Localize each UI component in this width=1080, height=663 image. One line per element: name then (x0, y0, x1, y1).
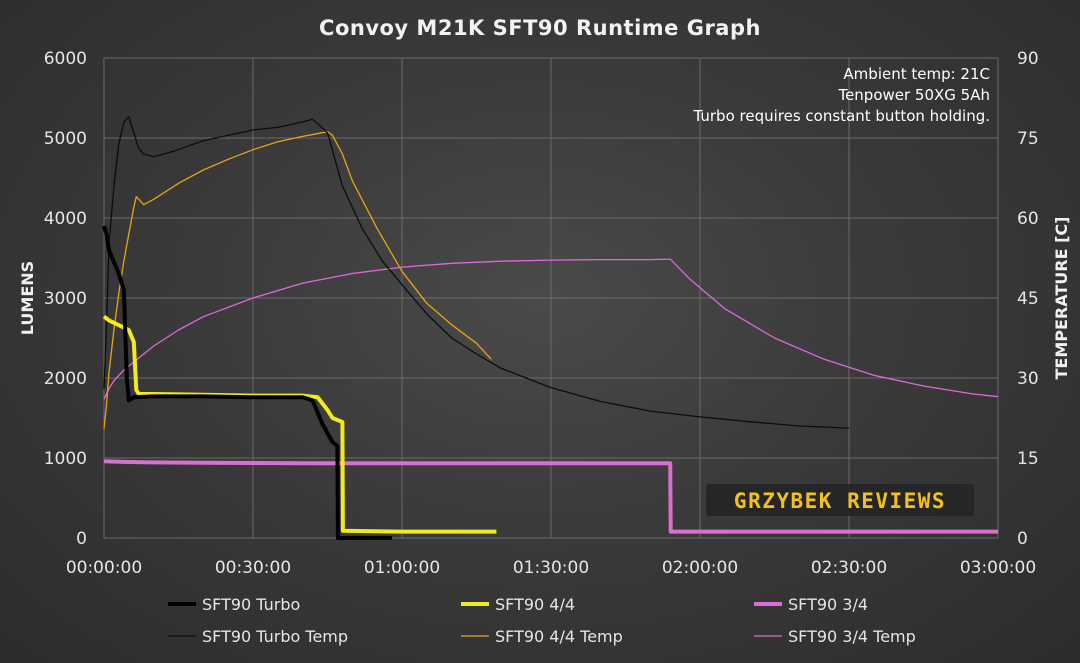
y2-tick-label: 75 (1017, 129, 1039, 149)
y-tick-label: 1000 (44, 449, 87, 469)
annotation-turbo: Turbo requires constant button holding. (693, 107, 991, 125)
annotation-battery: Tenpower 50XG 5Ah (837, 86, 990, 104)
y-tick-label: 4000 (44, 209, 87, 229)
x-tick-label: 01:30:00 (513, 558, 589, 578)
legend-label: SFT90 Turbo (202, 595, 300, 614)
annotations: Ambient temp: 21C Tenpower 50XG 5Ah Turb… (693, 65, 991, 125)
y-tick-label: 2000 (44, 369, 87, 389)
legend: SFT90 Turbo SFT90 4/4 SFT90 3/4 SFT90 Turbo… (168, 595, 916, 646)
x-tick-label: 01:00:00 (364, 558, 440, 578)
y-axis-label: LUMENS (18, 261, 37, 335)
watermark-text: GRZYBEK REVIEWS (734, 489, 946, 513)
gridlines (103, 57, 999, 539)
legend-label: SFT90 4/4 Temp (495, 627, 623, 646)
legend-label: SFT90 4/4 (495, 595, 575, 614)
y2-tick-label: 60 (1017, 209, 1039, 229)
x-axis-ticks: 00:00:00 00:30:00 01:00:00 01:30:00 02:00:00… (66, 558, 1036, 578)
y2-tick-label: 90 (1017, 49, 1039, 69)
y2-tick-label: 45 (1017, 289, 1039, 309)
annotation-ambient: Ambient temp: 21C (843, 65, 990, 83)
x-tick-label: 00:00:00 (66, 558, 142, 578)
plot-lines (102, 116, 999, 540)
series-sft90-4-4-temp (103, 130, 492, 429)
y2-tick-label: 0 (1017, 529, 1028, 549)
legend-label: SFT90 3/4 Temp (788, 627, 916, 646)
series-sft90-4-4 (102, 314, 497, 534)
x-tick-label: 02:00:00 (662, 558, 738, 578)
y-tick-label: 0 (76, 529, 87, 549)
y-tick-label: 3000 (44, 289, 87, 309)
series-sft90-3-4 (103, 459, 998, 534)
watermark-logo: GRZYBEK REVIEWS (706, 484, 974, 516)
y-tick-label: 6000 (44, 49, 87, 69)
y2-tick-label: 30 (1017, 369, 1039, 389)
chart-title: Convoy M21K SFT90 Runtime Graph (319, 16, 761, 40)
y2-tick-label: 15 (1017, 449, 1039, 469)
y2-axis-ticks: 0 15 30 45 60 75 90 (1017, 49, 1039, 549)
series-sft90-turbo (102, 225, 393, 540)
series-sft90-turbo-temp (103, 116, 850, 429)
y-tick-label: 5000 (44, 129, 87, 149)
x-tick-label: 00:30:00 (215, 558, 291, 578)
legend-label: SFT90 3/4 (788, 595, 868, 614)
y-axis-ticks: 0 1000 2000 3000 4000 5000 6000 (44, 49, 87, 549)
series-sft90-3-4-temp (103, 258, 999, 400)
y2-axis-label: TEMPERATURE [C] (1052, 217, 1071, 380)
legend-label: SFT90 Turbo Temp (202, 627, 348, 646)
x-tick-label: 02:30:00 (811, 558, 887, 578)
x-tick-label: 03:00:00 (960, 558, 1036, 578)
